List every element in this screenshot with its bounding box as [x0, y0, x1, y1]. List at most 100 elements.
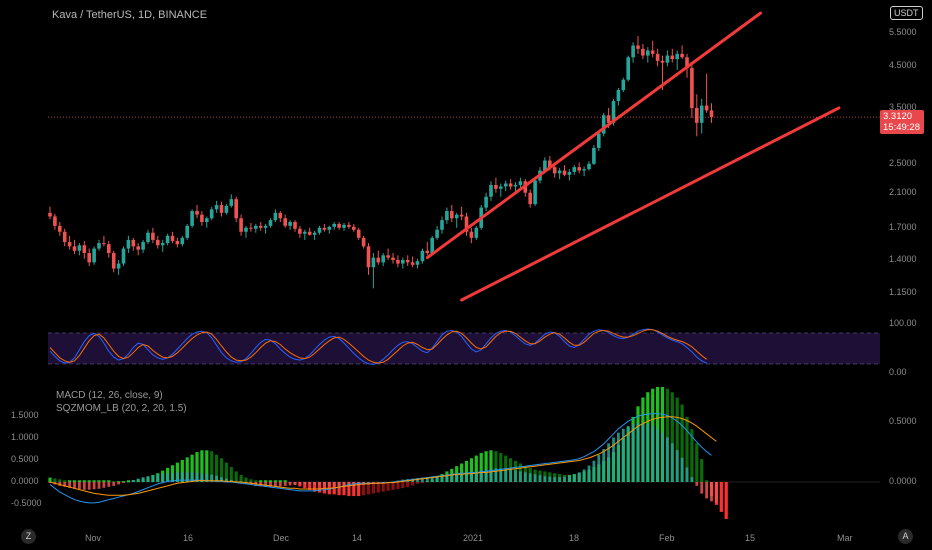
macd-hist-bar: [666, 437, 669, 482]
macd-hist-bar: [479, 470, 483, 482]
macd-hist-bar: [675, 450, 679, 482]
macd-hist-bar: [494, 468, 498, 482]
squeeze-bar: [391, 482, 395, 490]
candle-body: [82, 245, 87, 254]
time-axis-label: Nov: [85, 533, 102, 543]
macd-hist-bar: [58, 482, 62, 486]
macd-hist-bar: [597, 454, 601, 482]
squeeze-bar: [185, 457, 189, 482]
squeeze-bar: [121, 481, 126, 483]
candle-body: [67, 242, 72, 247]
candle-body: [695, 107, 699, 123]
stoch-d-line: [49, 329, 707, 364]
candle-body: [92, 248, 96, 263]
candle-body: [116, 263, 121, 269]
candle-body: [224, 205, 229, 213]
macd-label[interactable]: MACD (12, 26, close, 9): [56, 390, 163, 401]
candle-body: [62, 231, 67, 243]
candle-body: [405, 259, 410, 263]
currency-button[interactable]: USDT: [890, 6, 923, 20]
candle-body: [430, 237, 434, 254]
candle-body: [160, 243, 165, 246]
sqzmom-label[interactable]: SQZMOM_LB (20, 2, 20, 1.5): [56, 403, 187, 414]
candle-body: [396, 259, 400, 264]
candle-body: [435, 229, 439, 238]
candle-body: [616, 90, 621, 102]
squeeze-bar: [200, 450, 204, 482]
macd-left-axis-label: -0.5000: [11, 498, 42, 508]
macd-hist-bar: [337, 482, 341, 487]
squeeze-bar: [303, 482, 307, 489]
candle-body: [200, 214, 204, 223]
squeeze-bar: [484, 451, 488, 482]
time-axis-label: 2021: [463, 533, 484, 543]
candle-body: [337, 223, 341, 228]
candle-body: [577, 167, 581, 171]
squeeze-bar: [117, 481, 121, 483]
candle-body: [209, 209, 214, 219]
price-axis-label: 1.1500: [889, 286, 917, 297]
candle-body: [425, 250, 430, 254]
squeeze-bar: [675, 397, 679, 482]
macd-hist-bar: [102, 482, 106, 488]
macd-hist-bar: [421, 477, 424, 482]
candle-body: [298, 228, 302, 234]
stoch-band: [48, 333, 880, 364]
candle-body: [376, 257, 381, 263]
candle-body: [102, 243, 106, 245]
candle-body: [641, 48, 645, 56]
candle-body: [317, 227, 322, 233]
candle-body: [489, 185, 493, 197]
macd-panel[interactable]: [48, 386, 880, 519]
candle-body: [293, 222, 297, 229]
macd-right-axis-label: 0.0000: [889, 476, 917, 486]
candle-body: [450, 211, 454, 219]
candle-body: [660, 60, 665, 63]
squeeze-bar: [244, 477, 248, 482]
squeeze-bar: [366, 482, 371, 495]
macd-hist-bar: [274, 482, 277, 487]
squeeze-bar: [352, 482, 356, 497]
macd-hist-bar: [612, 437, 615, 482]
macd-hist-bar: [504, 468, 508, 482]
macd-hist-bar: [445, 475, 449, 482]
time-axis-label: 18: [569, 533, 580, 543]
candle-body: [97, 243, 101, 249]
candle-body: [283, 218, 287, 226]
macd-hist-bar: [470, 472, 473, 482]
macd-hist-bar: [489, 468, 493, 482]
macd-hist-bar: [122, 482, 125, 483]
squeeze-bar: [77, 480, 81, 482]
time-axis-label: 14: [352, 533, 363, 543]
candle-body: [229, 199, 234, 206]
auto-zoom-z-button[interactable]: Z: [21, 529, 36, 544]
candle-body: [156, 239, 160, 246]
candle-body: [611, 101, 616, 123]
candle-body: [680, 53, 684, 58]
squeeze-bar: [420, 482, 424, 483]
macd-hist-bar: [710, 482, 713, 502]
candle-body: [205, 218, 209, 223]
macd-hist-bar: [465, 473, 468, 482]
macd-hist-bar: [474, 471, 478, 482]
macd-hist-bar: [220, 477, 223, 482]
candle-body: [268, 220, 273, 226]
last-price-tag: 3.3120 15:49:28: [880, 110, 924, 134]
stoch-axis-label: 100.00: [889, 318, 917, 328]
candle-body: [636, 45, 640, 49]
auto-scale-a-button[interactable]: A: [898, 529, 913, 544]
candle-body: [77, 245, 82, 251]
squeeze-bar: [670, 392, 674, 482]
price-axis-label: 2.5000: [889, 157, 917, 168]
macd-hist-bar: [425, 477, 429, 482]
candle-body: [234, 199, 238, 219]
squeeze-bar: [411, 482, 415, 486]
candle-body: [136, 246, 140, 250]
candle-body: [347, 224, 351, 227]
stoch-rsi-panel[interactable]: [48, 328, 880, 366]
candle-body: [508, 183, 513, 187]
candle-body: [278, 212, 283, 219]
price-panel[interactable]: [48, 11, 880, 302]
squeeze-bar: [415, 482, 420, 484]
